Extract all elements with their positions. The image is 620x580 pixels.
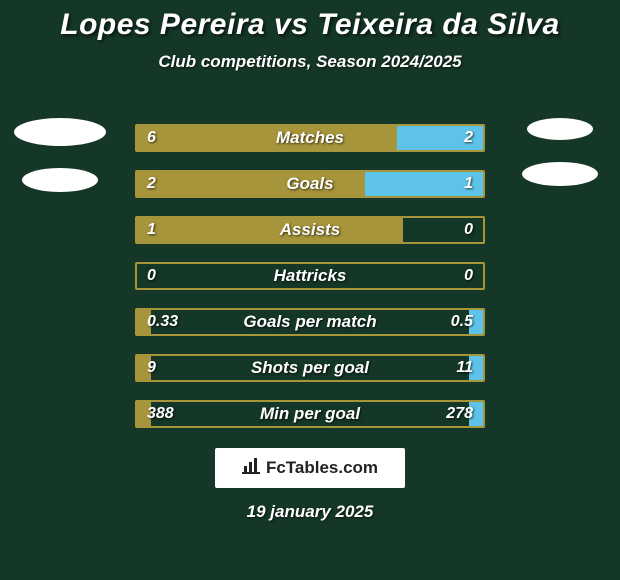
chart-icon	[242, 458, 260, 478]
stat-value-right: 0	[454, 218, 483, 242]
right-player-logos	[500, 118, 620, 186]
stat-value-right: 1	[454, 172, 483, 196]
stat-row: 0.33 0.5Goals per match	[135, 308, 485, 336]
stat-label: Shots per goal	[137, 356, 483, 380]
comparison-subtitle: Club competitions, Season 2024/2025	[0, 52, 620, 72]
stat-row: 21Goals	[135, 170, 485, 198]
watermark-badge: FcTables.com	[215, 448, 405, 488]
stat-value-left: 1	[137, 218, 166, 242]
stat-label: Min per goal	[137, 402, 483, 426]
stat-value-left: 6	[137, 126, 166, 150]
club-logo-placeholder	[22, 168, 98, 192]
comparison-title: Lopes Pereira vs Teixeira da Silva	[0, 0, 620, 42]
stat-value-right: 2	[454, 126, 483, 150]
stat-row: 9 11Shots per goal	[135, 354, 485, 382]
stat-row: 0 0Hattricks	[135, 262, 485, 290]
stat-value-left: 9	[137, 356, 166, 380]
stat-value-right: 0.5	[441, 310, 483, 334]
stat-value-left: 2	[137, 172, 166, 196]
club-logo-placeholder	[14, 118, 106, 146]
stat-bar-left-fill	[137, 126, 397, 150]
snapshot-date: 19 january 2025	[0, 502, 620, 522]
stat-value-left: 0.33	[137, 310, 188, 334]
stat-value-right: 11	[446, 356, 483, 380]
stat-value-right: 0	[454, 264, 483, 288]
stat-label: Hattricks	[137, 264, 483, 288]
stat-row: 62Matches	[135, 124, 485, 152]
stat-value-right: 278	[436, 402, 483, 426]
stat-row: 388 278Min per goal	[135, 400, 485, 428]
stat-label: Goals per match	[137, 310, 483, 334]
stat-row: 10Assists	[135, 216, 485, 244]
left-player-logos	[0, 118, 120, 192]
club-logo-placeholder	[522, 162, 598, 186]
stat-bar-left-fill	[137, 172, 365, 196]
stat-bar-left-fill	[137, 218, 403, 242]
watermark-text: FcTables.com	[266, 458, 378, 478]
stat-value-left: 388	[137, 402, 184, 426]
stat-bars: 62Matches21Goals10Assists00Hattricks0.33…	[135, 124, 485, 428]
club-logo-placeholder	[527, 118, 593, 140]
stat-value-left: 0	[137, 264, 166, 288]
